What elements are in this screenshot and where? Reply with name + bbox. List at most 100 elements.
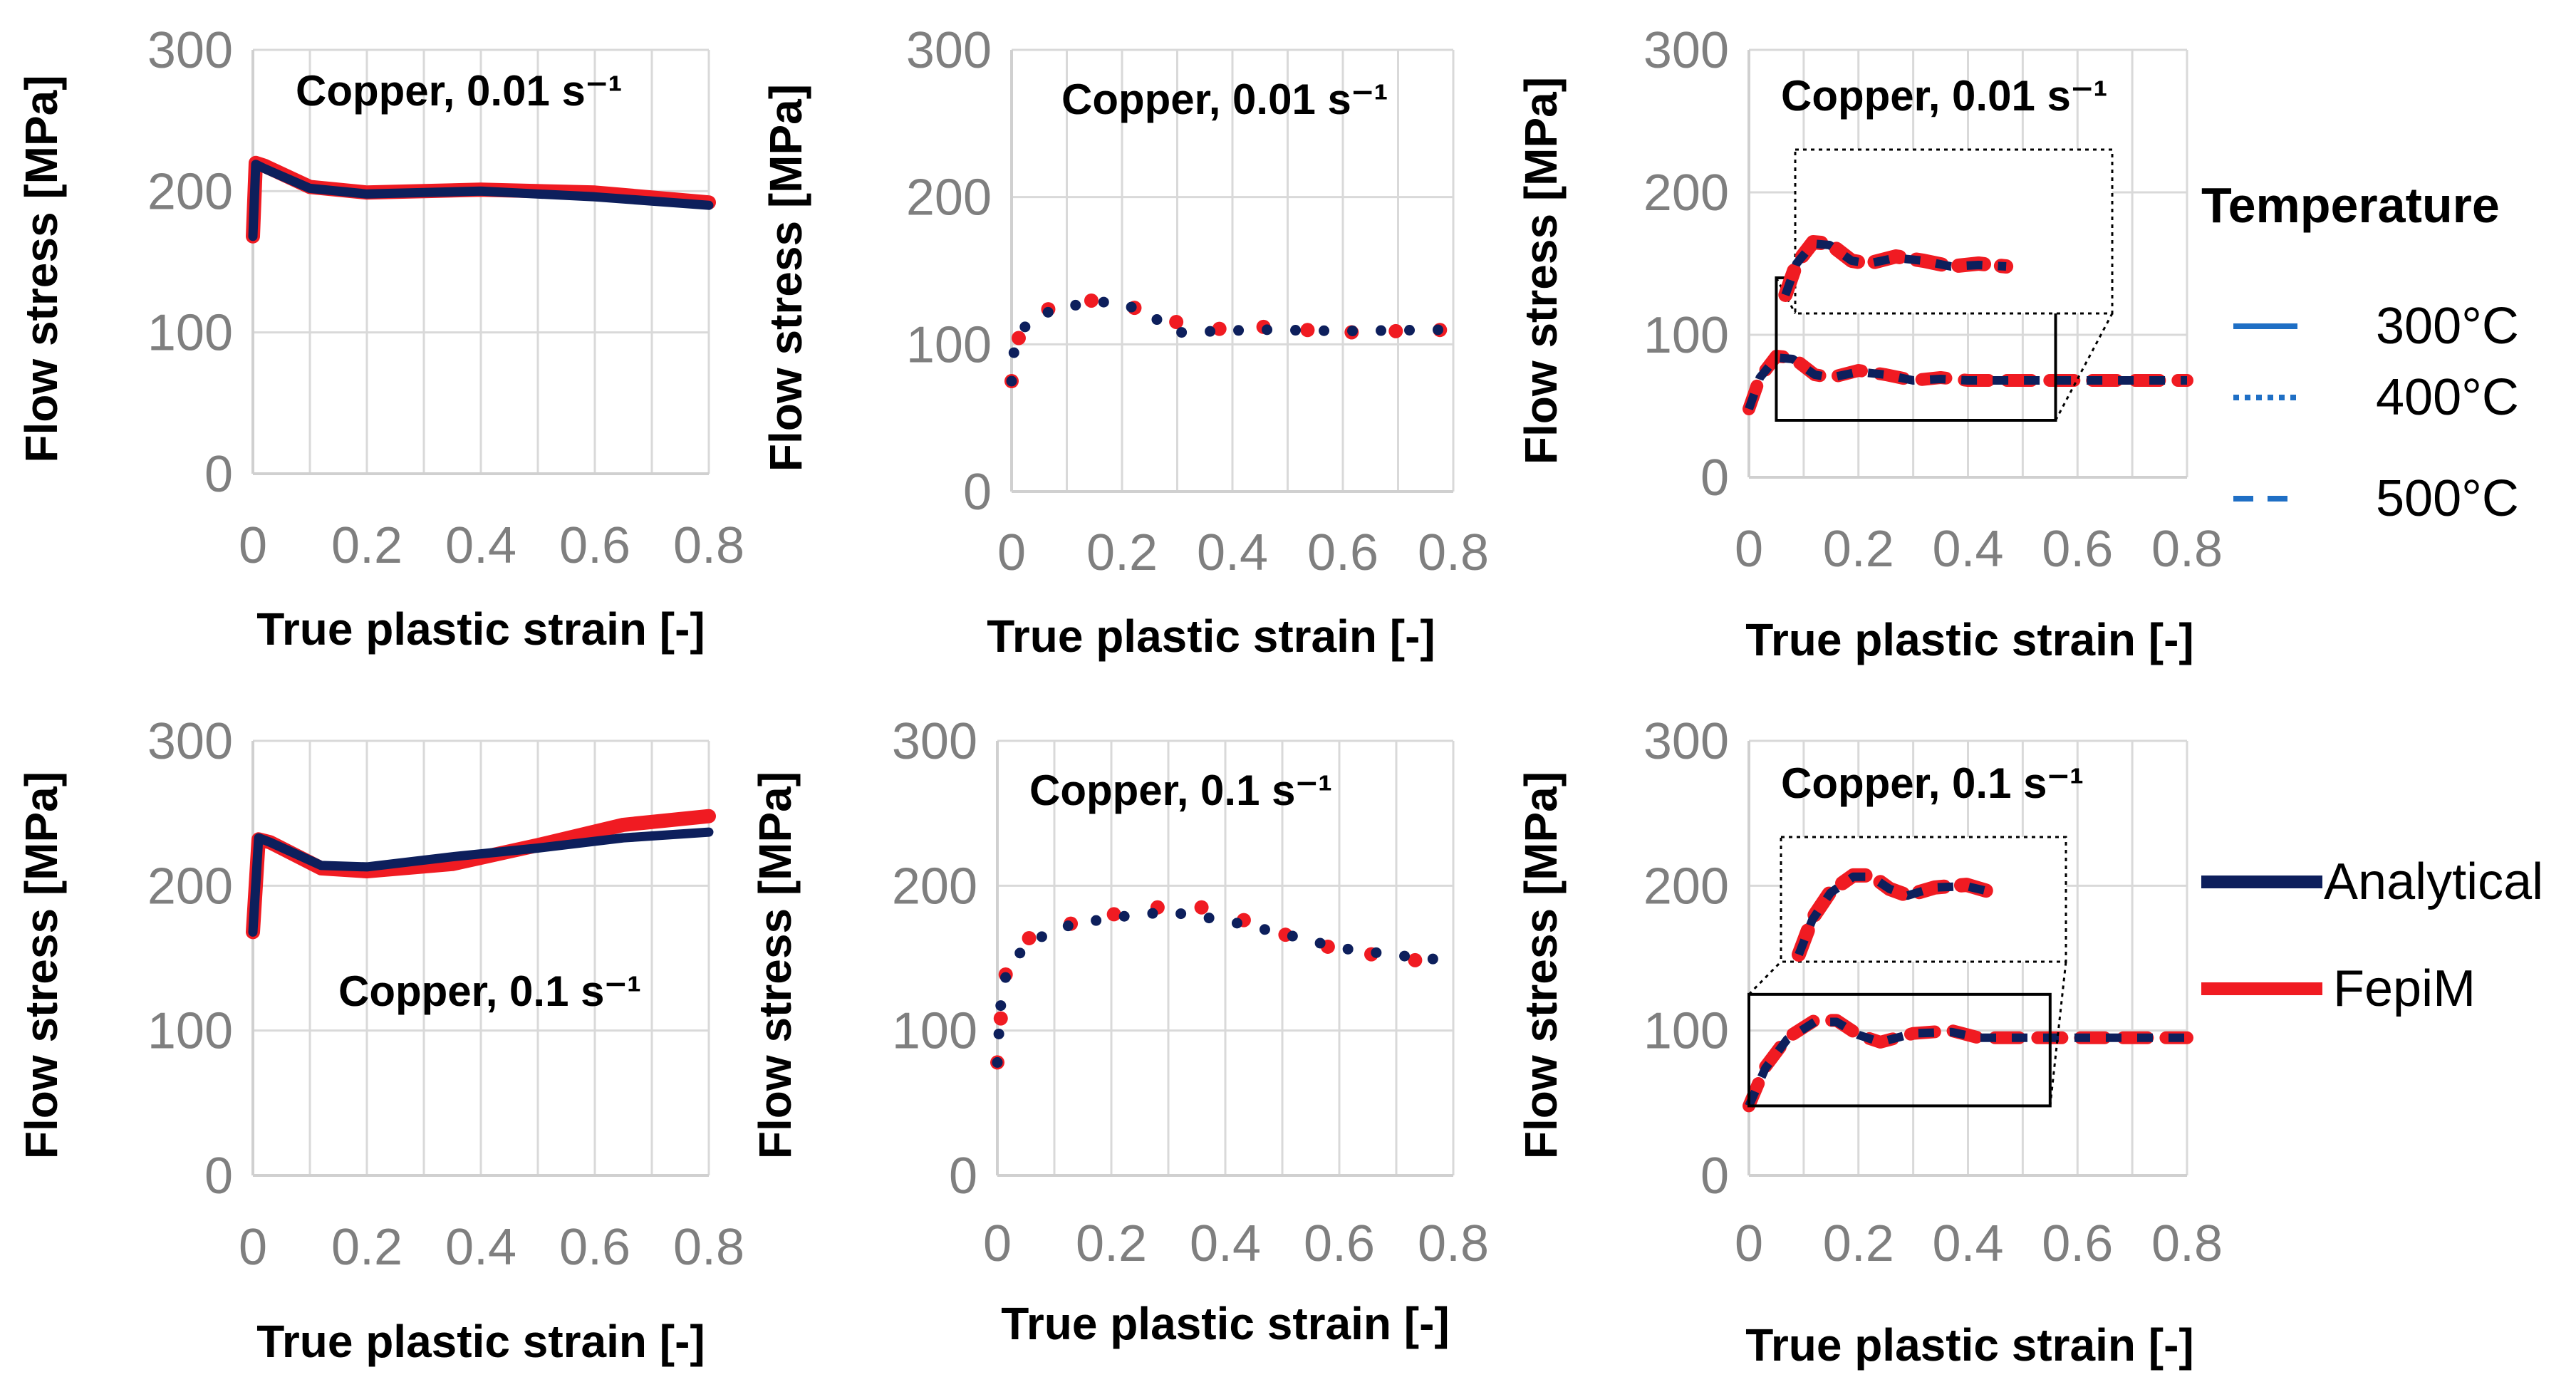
x-axis-title: True plastic strain [-] bbox=[256, 603, 705, 655]
x-tick-label: 0 bbox=[1735, 1215, 1763, 1272]
y-tick-label: 100 bbox=[147, 1003, 233, 1060]
x-tick-label: 0.2 bbox=[331, 1219, 402, 1276]
x-tick-label: 0.4 bbox=[1932, 1215, 2003, 1272]
x-tick-label: 0.2 bbox=[1823, 521, 1894, 578]
chart-panel-3: 0 100 200 300 0 0.2 0.4 0.6 0.8 True plastic stra… bbox=[1515, 22, 2223, 665]
x-tick-label: 0.2 bbox=[1086, 524, 1158, 581]
zoom-inset-series-analytical bbox=[1795, 872, 1990, 957]
zoom-source-box bbox=[1747, 992, 2052, 1108]
x-tick-label: 0 bbox=[997, 524, 1026, 581]
series-line-analytical bbox=[1006, 296, 1459, 387]
x-tick-label: 0.4 bbox=[1932, 521, 2003, 578]
x-tick-label: 0.4 bbox=[1190, 1215, 1261, 1272]
zoom-connector bbox=[2049, 961, 2067, 1106]
chart-title: Copper, 0.01 s⁻¹ bbox=[296, 67, 623, 115]
chart-panel-4: 0 100 200 300 0 0.2 0.4 0.6 0.8 True plastic stra… bbox=[16, 713, 744, 1367]
x-tick-label: 0.2 bbox=[1076, 1215, 1147, 1272]
legend-label-400: 400°C bbox=[2376, 369, 2519, 426]
legend-title-temperature: Temperature bbox=[2201, 177, 2500, 233]
x-tick-label: 0.8 bbox=[2151, 521, 2223, 578]
x-tick-label: 0.8 bbox=[1418, 524, 1489, 581]
y-tick-label: 200 bbox=[147, 163, 233, 220]
chart-title: Copper, 0.01 s⁻¹ bbox=[1781, 72, 2108, 120]
series-line-analytical bbox=[992, 906, 1459, 1068]
y-axis-title: Flow stress [MPa] bbox=[1515, 771, 1567, 1159]
legend-label-fepim: FepiM bbox=[2333, 960, 2476, 1017]
series-line-analytical bbox=[1745, 1017, 2187, 1108]
x-tick-label: 0 bbox=[1735, 521, 1763, 578]
x-axis-title: True plastic strain [-] bbox=[987, 611, 1435, 662]
y-tick-label: 300 bbox=[1643, 713, 1729, 770]
series-line-analytical bbox=[248, 160, 714, 241]
y-axis-title: Flow stress [MPa] bbox=[16, 75, 67, 462]
y-tick-label: 100 bbox=[147, 305, 233, 362]
y-tick-label: 200 bbox=[147, 858, 233, 915]
y-axis-title: Flow stress [MPa] bbox=[760, 84, 811, 472]
x-tick-label: 0.4 bbox=[1197, 524, 1268, 581]
x-axis-title: True plastic strain [-] bbox=[1745, 1319, 2193, 1371]
x-tick-label: 0 bbox=[239, 517, 267, 574]
zoom-connector bbox=[2055, 313, 2114, 421]
chart-title: Copper, 0.1 s⁻¹ bbox=[1029, 767, 1332, 814]
x-axis-title: True plastic strain [-] bbox=[256, 1316, 705, 1367]
y-tick-label: 300 bbox=[892, 713, 977, 770]
chart-panel-1: 0 100 200 300 0 0.2 0.4 0.6 0.8 True plastic stra… bbox=[16, 22, 744, 655]
zoom-connector bbox=[1775, 277, 1797, 314]
y-tick-label: 0 bbox=[204, 446, 233, 503]
y-tick-label: 300 bbox=[147, 713, 233, 770]
chart-panel-2: 0 100 200 300 0 0.2 0.4 0.6 0.8 True plastic stra… bbox=[760, 22, 1489, 662]
legend-label-500: 500°C bbox=[2376, 470, 2519, 527]
y-tick-label: 100 bbox=[1643, 1003, 1729, 1060]
zoom-inset-series-fepim bbox=[1778, 235, 2014, 302]
legend-label-300: 300°C bbox=[2376, 298, 2519, 355]
y-axis-title: Flow stress [MPa] bbox=[749, 771, 801, 1159]
y-axis-title: Flow stress [MPa] bbox=[1515, 77, 1567, 464]
series-line-analytical bbox=[248, 827, 714, 937]
x-tick-label: 0 bbox=[983, 1215, 1012, 1272]
y-tick-label: 200 bbox=[1643, 165, 1729, 222]
zoom-connector bbox=[1747, 960, 1782, 995]
y-tick-label: 200 bbox=[906, 170, 992, 227]
x-tick-label: 0.2 bbox=[1823, 1215, 1894, 1272]
chart-panel-6: 0 100 200 300 0 0.2 0.4 0.6 0.8 True plastic stra… bbox=[1515, 713, 2223, 1371]
x-tick-label: 0.4 bbox=[445, 517, 516, 574]
x-tick-label: 0.6 bbox=[2042, 521, 2113, 578]
y-tick-label: 0 bbox=[1700, 1148, 1729, 1205]
y-axis-title: Flow stress [MPa] bbox=[16, 771, 67, 1159]
y-tick-label: 300 bbox=[1643, 22, 1729, 79]
y-tick-label: 100 bbox=[906, 316, 992, 373]
chart-panel-5: 0 100 200 300 0 0.2 0.4 0.6 0.8 True plastic stra… bbox=[749, 713, 1489, 1349]
y-tick-label: 100 bbox=[892, 1003, 977, 1060]
y-tick-label: 0 bbox=[963, 464, 992, 521]
x-tick-label: 0.6 bbox=[559, 1219, 630, 1276]
x-tick-label: 0.2 bbox=[331, 517, 402, 574]
x-tick-label: 0.6 bbox=[559, 517, 630, 574]
x-tick-label: 0 bbox=[239, 1219, 267, 1276]
x-tick-label: 0.6 bbox=[1304, 1215, 1375, 1272]
chart-panels: 0 100 200 300 0 0.2 0.4 0.6 0.8 True plastic stra… bbox=[16, 22, 2223, 1371]
chart-title: Copper, 0.1 s⁻¹ bbox=[338, 967, 641, 1015]
zoom-inset-box bbox=[1794, 148, 2114, 315]
y-tick-label: 0 bbox=[1700, 450, 1729, 506]
x-tick-label: 0.8 bbox=[673, 517, 744, 574]
y-tick-label: 200 bbox=[892, 858, 977, 915]
y-tick-label: 0 bbox=[204, 1148, 233, 1205]
x-tick-label: 0.8 bbox=[1418, 1215, 1489, 1272]
x-tick-label: 0.8 bbox=[673, 1219, 744, 1276]
chart-title: Copper, 0.01 s⁻¹ bbox=[1061, 76, 1388, 123]
y-tick-label: 100 bbox=[1643, 307, 1729, 364]
chart-title: Copper, 0.1 s⁻¹ bbox=[1781, 759, 2084, 807]
y-tick-label: 200 bbox=[1643, 858, 1729, 915]
x-tick-label: 0.6 bbox=[1307, 524, 1378, 581]
x-tick-label: 0.4 bbox=[445, 1219, 516, 1276]
series-line-analytical bbox=[1745, 353, 2187, 410]
x-tick-label: 0.8 bbox=[2151, 1215, 2223, 1272]
y-tick-label: 0 bbox=[949, 1148, 977, 1205]
y-tick-label: 300 bbox=[147, 22, 233, 79]
x-axis-title: True plastic strain [-] bbox=[1001, 1298, 1449, 1349]
y-tick-label: 300 bbox=[906, 22, 992, 79]
legend: Temperature 300°C 400°C 500°C Analytical… bbox=[2201, 177, 2543, 1017]
x-tick-label: 0.6 bbox=[2042, 1215, 2113, 1272]
x-axis-title: True plastic strain [-] bbox=[1745, 614, 2193, 665]
